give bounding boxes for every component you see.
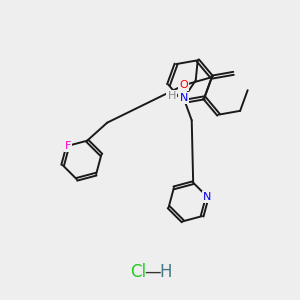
Text: F: F [65, 141, 71, 151]
Text: Cl: Cl [130, 263, 146, 281]
Text: N: N [179, 93, 188, 103]
Text: H: H [160, 263, 172, 281]
Text: N: N [203, 192, 212, 202]
Text: O: O [179, 80, 188, 90]
Text: H: H [167, 91, 176, 101]
Text: —: — [145, 263, 161, 281]
